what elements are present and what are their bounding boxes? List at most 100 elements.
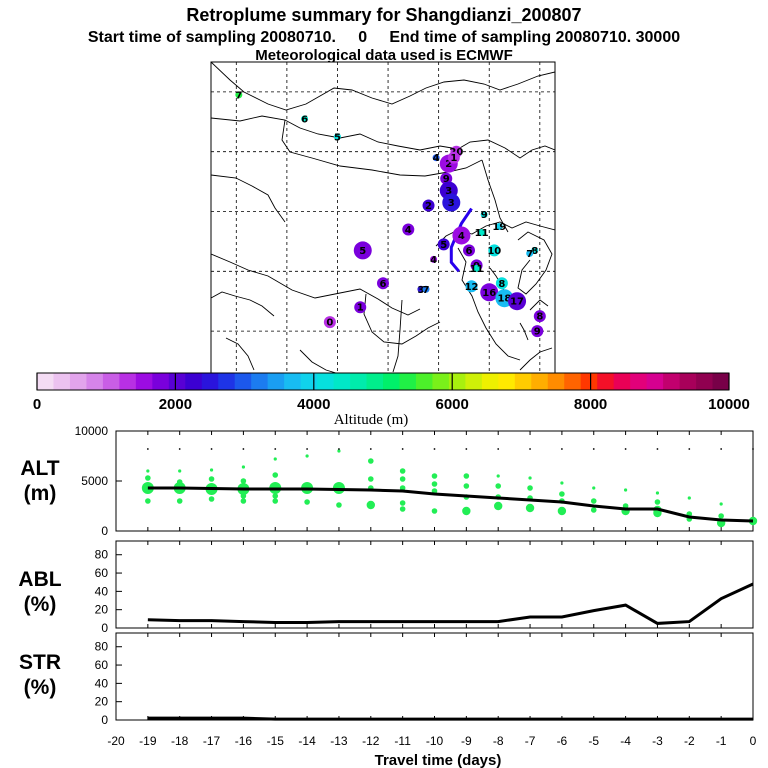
map-marker-dot [452,226,471,245]
colorbar-tick-label: 8000 [574,396,607,413]
alt-plume-dot [178,469,182,473]
map-marker: 4 [430,255,437,266]
alt-plume-dot [272,498,279,504]
str-panel-unit: (%) [24,676,57,699]
alt-top-marker [465,448,468,450]
alt-plume-dot [368,458,374,464]
x-tick-label: -3 [652,734,663,748]
colorbar-tick-label: 10000 [708,396,750,413]
colorbar-tick-label: 0 [33,396,41,413]
alt-ytick-label: 5000 [81,474,108,488]
alt-top-marker [624,448,627,450]
map-border-line [519,347,553,371]
str-panel-label: STR [19,651,61,674]
chart-subtitle: Start time of sampling 20080710. 0 End t… [88,29,680,46]
alt-plume-dot [687,496,691,500]
map-marker-label: 8 [531,246,538,257]
alt-top-marker [178,448,181,450]
colorbar-swatch [333,373,351,390]
colorbar-swatch [366,373,384,390]
x-axis: -20 -19 -18 -17 -16 -15 -14 -13 -12 -11 -10 -9 -8 -7-… [107,734,756,748]
alt-top-marker [752,448,754,450]
map-marker-label: 7 [235,90,242,101]
colorbar-swatch [218,373,236,390]
map-marker-label: 19 [492,222,506,233]
abl-line [147,582,754,625]
alt-top-marker [656,448,659,450]
map-marker-label: 0 [326,318,333,329]
colorbar-swatch [564,373,582,390]
x-tick-label: -18 [171,734,189,748]
alt-plume-dot [399,500,406,506]
alt-top-marker [369,448,372,450]
map-marker-dot [235,91,243,99]
alt-plume-dot [592,486,596,490]
map-border-line [211,174,286,223]
alt-plume-dot [305,454,309,458]
map-marker-dot [533,310,546,323]
colorbar-swatch [465,373,483,390]
map-marker-dot [447,151,460,164]
map-marker-dot [422,199,435,212]
map-marker-label: 6 [466,246,473,257]
colorbar-swatch [663,373,680,390]
map-border-line [211,115,555,159]
map-border-line [481,159,509,233]
map-track-line [449,207,473,273]
map-marker-label: 5 [440,240,447,251]
colorbar-swatch [168,373,186,390]
map-border-line [211,253,421,316]
map-marker-dot [480,283,499,302]
map-marker-label: 6 [301,114,308,125]
map-marker: 7 [235,90,242,101]
map-marker: 17 [508,292,527,311]
map-marker-label: 8 [498,279,505,290]
map-marker-label: 6 [380,279,387,290]
map-marker-label: 7 [423,285,430,296]
colorbar-swatch [69,373,87,390]
colorbar-swatch [201,373,219,390]
map-marker-dot [377,277,389,290]
colorbar-swatch [267,373,285,390]
map-marker-label: 2 [425,201,432,212]
map-marker: 2 [422,199,435,212]
map-marker-label: 8 [536,312,543,323]
x-tick-label: -1 [716,734,727,748]
x-tick-label: -15 [267,734,285,748]
map-marker: 8 [533,310,546,323]
abl-ytick-label: 80 [95,548,109,562]
map-markers: 7652042193392445459610111987116371281618… [235,90,546,338]
alt-plume-dot [431,481,438,487]
alt-plume-dot [655,491,660,495]
map-border-line [225,337,255,371]
alt-plume-dot [590,507,597,513]
map-marker-label: 12 [465,282,479,293]
map-marker-dot [422,285,430,293]
colorbar-swatch [448,373,466,390]
x-tick-label: -11 [394,734,411,748]
alt-plume-dot [368,476,374,482]
map-marker-label: 4 [405,225,412,236]
alt-ytick-label: 10000 [75,424,109,438]
str-line [147,716,753,721]
alt-plume-dot [399,476,406,482]
map-marker-dot [437,238,450,251]
map-marker: 3 [442,193,461,212]
alt-top-marker [338,448,340,450]
alt-plume-dot [431,473,438,479]
map-marker: 9 [480,210,488,221]
map-marker-dot [354,301,367,314]
abl-frame [115,540,754,629]
map-marker-dot [417,285,425,293]
map-marker: 8 [495,277,508,290]
map-marker-dot [480,211,488,219]
map-marker: 1 [447,151,460,164]
alt-top-marker [720,448,723,450]
map-marker: 4 [402,223,415,236]
x-tick-label: -13 [330,734,348,748]
map-marker: 5 [353,241,372,260]
x-tick-label: -9 [461,734,472,748]
alt-plume-dot [399,485,406,491]
alt-panel: 10000 5000 0 [75,424,758,538]
map-marker-label: 2 [445,159,452,170]
